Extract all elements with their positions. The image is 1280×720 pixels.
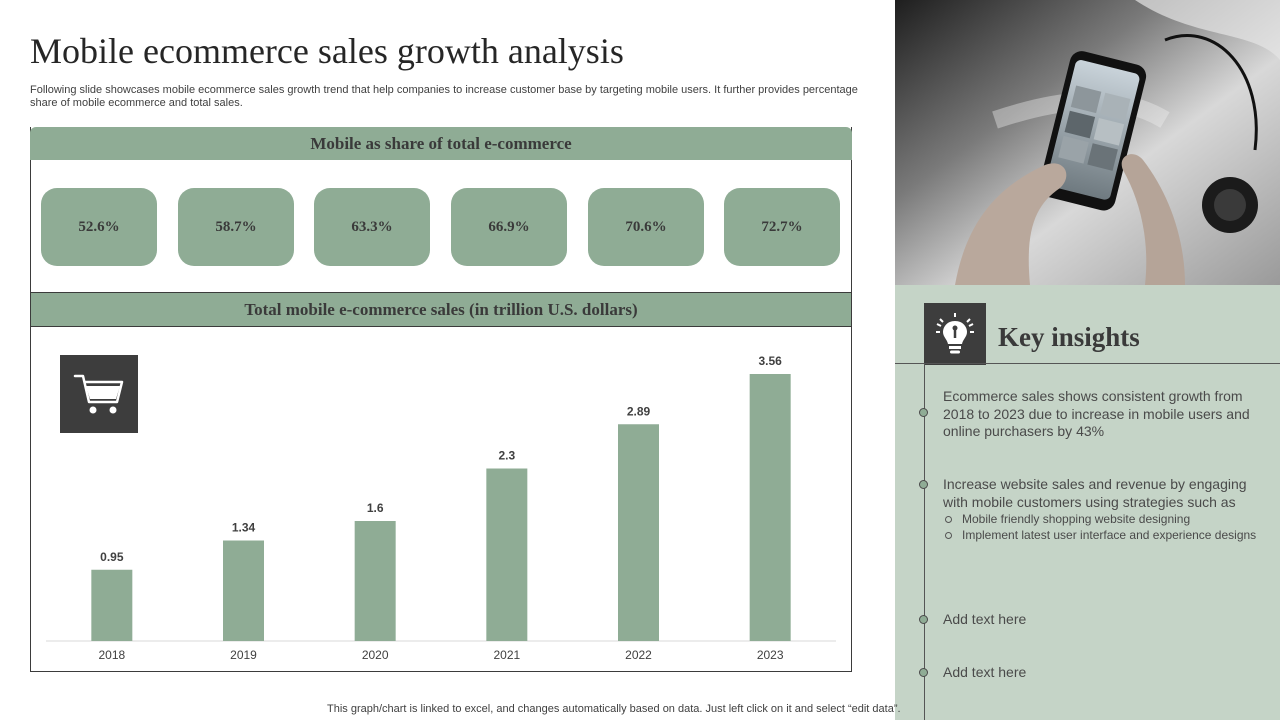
shopping-cart-icon — [73, 374, 124, 414]
insight-item-4: Add text here — [943, 664, 1027, 680]
bar-2022[interactable] — [618, 424, 659, 641]
x-tick-label-2018: 2018 — [98, 648, 125, 662]
lightbulb-icon — [936, 313, 974, 354]
insight-item-1: Ecommerce sales shows consistent growth … — [943, 388, 1250, 439]
share-pill-2019: 58.7% — [178, 188, 294, 266]
photo-illustration — [895, 0, 1280, 285]
insight-sub-item: Mobile friendly shopping website designi… — [943, 511, 1265, 527]
insights-title: Key insights — [998, 322, 1140, 352]
share-pill-2020: 63.3% — [314, 188, 430, 266]
bar-2020[interactable] — [354, 521, 396, 641]
cart-icon-box — [60, 355, 138, 433]
data-label-2018: 0.95 — [100, 550, 124, 564]
insight-item-2-text: Increase website sales and revenue by en… — [943, 476, 1247, 510]
data-label-2022: 2.89 — [627, 404, 651, 418]
data-label-2021: 2.3 — [498, 449, 515, 463]
bar-2019[interactable] — [223, 540, 264, 642]
insight-item-2-sublist: Mobile friendly shopping website designi… — [943, 511, 1265, 543]
timeline-dot — [919, 408, 928, 417]
page-title: Mobile ecommerce sales growth analysis — [30, 31, 624, 71]
data-label-2019: 1.34 — [232, 521, 256, 535]
share-pill-2018: 52.6% — [41, 188, 157, 266]
insights-icon-box — [924, 303, 986, 365]
x-tick-label-2020: 2020 — [362, 648, 389, 662]
x-tick-label-2019: 2019 — [230, 648, 257, 662]
sales-section-heading: Total mobile e-commerce sales (in trilli… — [30, 292, 852, 327]
share-section-heading: Mobile as share of total e-commerce — [30, 127, 852, 160]
timeline-dot — [919, 615, 928, 624]
data-label-2023: 3.56 — [758, 354, 782, 368]
timeline-dot — [919, 480, 928, 489]
insight-item-3: Add text here — [943, 611, 1027, 627]
share-pill-2021: 66.9% — [451, 188, 567, 266]
bar-2018[interactable] — [91, 569, 133, 641]
page-subtitle: Following slide showcases mobile ecommer… — [30, 84, 858, 109]
x-tick-label-2023: 2023 — [757, 648, 784, 662]
insight-item-2: Increase website sales and revenue by en… — [943, 476, 1265, 543]
insights-timeline — [924, 363, 925, 720]
footer-note: This graph/chart is linked to excel, and… — [327, 703, 901, 715]
timeline-dot — [919, 668, 928, 677]
hands-holding-smartphone-photo — [895, 0, 1280, 285]
bar-2023[interactable] — [749, 374, 791, 641]
insight-sub-item: Implement latest user interface and expe… — [943, 527, 1265, 543]
x-tick-label-2022: 2022 — [625, 648, 652, 662]
share-pill-2023: 72.7% — [724, 188, 840, 266]
share-pill-2022: 70.6% — [588, 188, 704, 266]
data-label-2020: 1.6 — [367, 501, 384, 515]
sales-bar-chart[interactable]: 0.95 2018 1.34 2019 1.6 2020 2.3 2021 2.89 2022 3.… — [30, 327, 850, 671]
x-tick-label-2021: 2021 — [493, 648, 520, 662]
bar-2021[interactable] — [486, 468, 528, 642]
insights-divider — [895, 363, 1280, 364]
